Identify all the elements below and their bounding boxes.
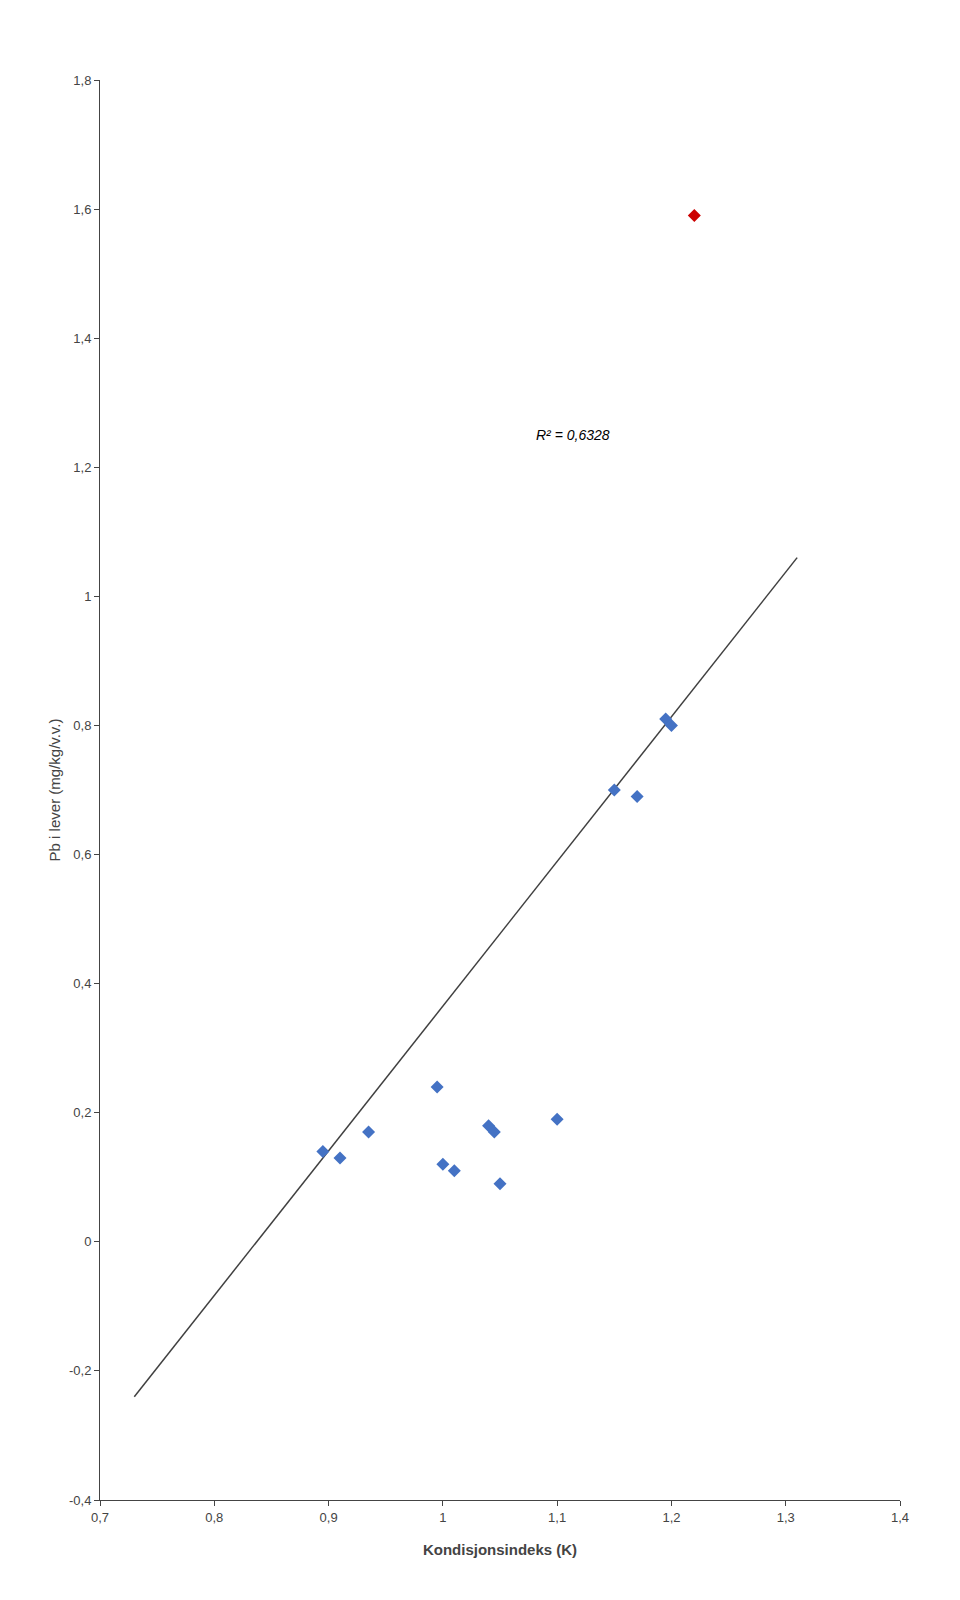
svg-text:1,4: 1,4 <box>73 331 91 346</box>
svg-text:0,8: 0,8 <box>73 718 91 733</box>
svg-text:R² = 0,6328: R² = 0,6328 <box>536 427 610 443</box>
svg-text:1,2: 1,2 <box>73 460 91 475</box>
svg-text:1,4: 1,4 <box>891 1510 909 1525</box>
svg-text:0,8: 0,8 <box>205 1510 223 1525</box>
svg-text:0: 0 <box>84 1234 91 1249</box>
svg-text:1,6: 1,6 <box>73 202 91 217</box>
svg-text:0,9: 0,9 <box>320 1510 338 1525</box>
svg-text:0,2: 0,2 <box>73 1105 91 1120</box>
svg-text:1: 1 <box>439 1510 446 1525</box>
svg-text:-0,2: -0,2 <box>69 1363 91 1378</box>
svg-text:1,8: 1,8 <box>73 73 91 88</box>
svg-text:1,3: 1,3 <box>777 1510 795 1525</box>
svg-text:0,4: 0,4 <box>73 976 91 991</box>
svg-text:0,7: 0,7 <box>91 1510 109 1525</box>
svg-text:Kondisjonsindeks (K): Kondisjonsindeks (K) <box>423 1541 577 1558</box>
svg-text:1: 1 <box>84 589 91 604</box>
svg-text:1,1: 1,1 <box>548 1510 566 1525</box>
svg-text:Pb i lever (mg/kg/v.v.): Pb i lever (mg/kg/v.v.) <box>46 719 63 862</box>
svg-text:-0,4: -0,4 <box>69 1493 91 1508</box>
svg-text:1,2: 1,2 <box>662 1510 680 1525</box>
svg-text:0,6: 0,6 <box>73 847 91 862</box>
